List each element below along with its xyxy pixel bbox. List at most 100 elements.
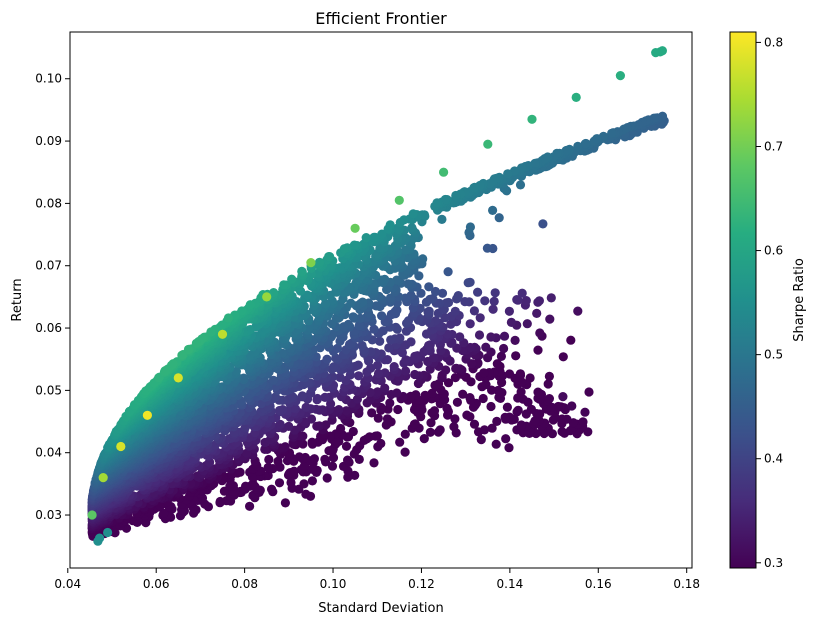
- scatter-point: [242, 448, 252, 458]
- scatter-point: [511, 351, 521, 361]
- scatter-point: [513, 405, 523, 415]
- scatter-point: [420, 390, 430, 400]
- scatter-point: [280, 498, 290, 508]
- scatter-point: [410, 369, 420, 380]
- scatter-point: [580, 139, 591, 149]
- scatter-point: [546, 293, 556, 303]
- scatter-point: [339, 244, 349, 254]
- scatter-point: [297, 391, 307, 401]
- scatter-point: [430, 286, 441, 297]
- scatter-point: [453, 291, 463, 301]
- scatter-point: [499, 343, 509, 354]
- scatter-point: [401, 355, 411, 365]
- scatter-point: [503, 169, 513, 179]
- scatter-point: [451, 190, 461, 201]
- scatter-point: [505, 369, 515, 379]
- scatter-point: [418, 254, 428, 264]
- scatter-point: [552, 148, 562, 158]
- scatter-point: [260, 444, 270, 454]
- scatter-point: [350, 470, 360, 480]
- scatter-point: [400, 429, 410, 439]
- scatter-point: [488, 205, 498, 215]
- scatter-point: [557, 427, 567, 437]
- scatter-point: [361, 233, 371, 243]
- scatter-point: [320, 392, 330, 402]
- scatter-point: [455, 332, 465, 342]
- scatter-point: [386, 335, 396, 345]
- scatter-point: [443, 267, 453, 277]
- scatter-point: [430, 380, 440, 390]
- scatter-point: [329, 362, 339, 372]
- scatter-point: [239, 373, 249, 383]
- scatter-point: [357, 340, 367, 351]
- scatter-point: [522, 319, 532, 329]
- scatter-point: [346, 298, 356, 308]
- scatter-point: [186, 479, 196, 489]
- scatter-point: [496, 351, 506, 361]
- scatter-point: [267, 484, 277, 494]
- scatter-point: [377, 275, 387, 285]
- scatter-point: [375, 336, 385, 346]
- scatter-point: [506, 317, 516, 327]
- scatter-point: [510, 335, 520, 345]
- scatter-point: [478, 393, 488, 404]
- scatter-point: [465, 319, 475, 329]
- scatter-point: [573, 306, 583, 316]
- scatter-point: [494, 213, 504, 223]
- scatter-point: [299, 479, 309, 489]
- scatter-point: [504, 306, 514, 316]
- scatter-point: [558, 352, 568, 362]
- scatter-point: [419, 434, 429, 444]
- scatter-point: [377, 311, 387, 321]
- scatter-point: [373, 368, 384, 379]
- scatter-point: [573, 141, 583, 151]
- scatter-point: [348, 312, 358, 322]
- scatter-point: [215, 496, 225, 507]
- scatter-point: [103, 527, 113, 538]
- scatter-point: [443, 378, 454, 388]
- scatter-point: [451, 363, 461, 374]
- scatter-point: [491, 439, 501, 449]
- scatter-point: [516, 420, 527, 430]
- scatter-point: [309, 454, 319, 464]
- scatter-point: [95, 533, 105, 543]
- scatter-point: [426, 418, 436, 428]
- scatter-point: [424, 282, 434, 292]
- scatter-point: [389, 362, 399, 372]
- scatter-point: [275, 419, 285, 429]
- scatter-point: [354, 371, 364, 381]
- scatter-point: [580, 407, 590, 417]
- scatter-point: [391, 305, 402, 315]
- scatter-point: [348, 426, 358, 437]
- scatter-point: [558, 392, 568, 402]
- scatter-point: [424, 306, 434, 316]
- scatter-point: [369, 232, 379, 242]
- scatter-point: [382, 414, 393, 424]
- scatter-point: [332, 343, 343, 353]
- scatter-point: [460, 297, 470, 307]
- scatter-point: [335, 372, 345, 382]
- scatter-point: [512, 295, 522, 305]
- scatter-point: [410, 419, 420, 429]
- scatter-point: [406, 337, 416, 347]
- scatter-point: [530, 416, 540, 426]
- scatter-point: [324, 252, 334, 262]
- scatter-point: [440, 194, 450, 205]
- scatter-point: [499, 331, 510, 341]
- scatter-point: [245, 501, 255, 511]
- scatter-point: [474, 330, 485, 340]
- scatter-point: [475, 313, 485, 323]
- scatter-point: [314, 257, 325, 267]
- scatter-point: [486, 401, 496, 412]
- scatter-point: [515, 180, 526, 190]
- scatter-point: [509, 166, 520, 176]
- scatter-point: [465, 342, 475, 353]
- scatter-point: [544, 394, 555, 404]
- scatter-point: [516, 387, 526, 397]
- scatter-point: [429, 353, 439, 363]
- scatter-point: [365, 432, 375, 442]
- scatter-point: [469, 183, 479, 193]
- scatter-point: [492, 359, 502, 369]
- scatter-point: [440, 313, 450, 323]
- scatter-point: [490, 288, 500, 298]
